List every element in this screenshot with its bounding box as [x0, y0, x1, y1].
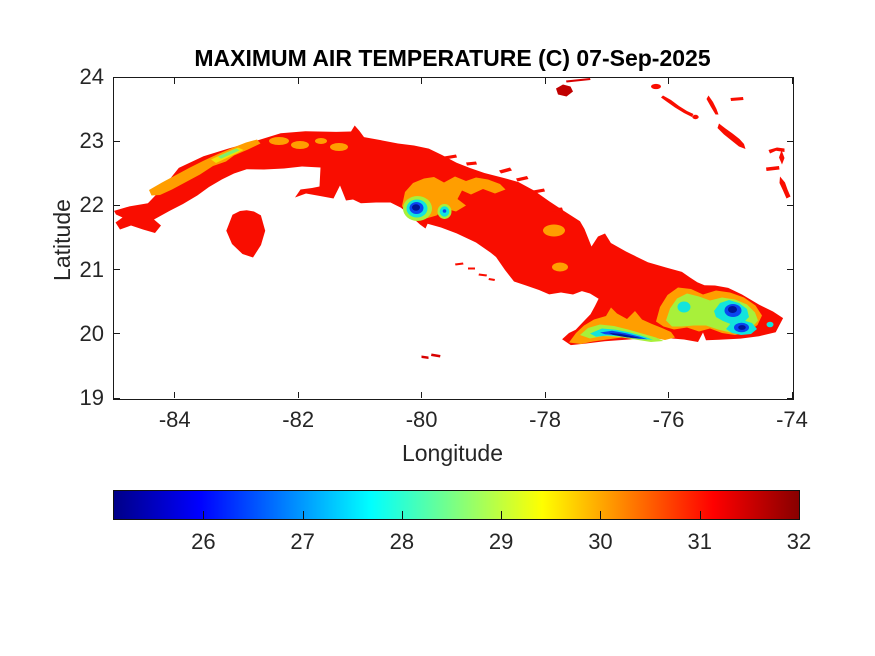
crooked-island-leg — [779, 150, 785, 165]
colorbar-tick-mark — [799, 511, 800, 519]
y-tick-mark-right — [787, 204, 793, 206]
matanzas-orange-patch — [330, 143, 348, 151]
colorbar-tick-label: 30 — [588, 529, 613, 554]
x-tick-label: -80 — [405, 407, 438, 432]
long-island-north — [706, 95, 719, 115]
x-tick-label: -74 — [776, 407, 808, 432]
jardines-cay-3 — [478, 273, 487, 277]
x-tick-mark-bottom — [421, 392, 423, 398]
north-cay-5 — [533, 188, 545, 194]
y-tick-label: 20 — [79, 320, 104, 346]
najasa-orange-patch — [543, 224, 565, 237]
figure-title: MAXIMUM AIR TEMPERATURE (C) 07-Sep-2025 — [194, 45, 711, 71]
y-tick-mark-right — [787, 397, 793, 399]
cayman-brac — [431, 353, 441, 358]
baracoa-navy-south — [738, 325, 746, 330]
y-tick-label: 21 — [79, 256, 104, 282]
x-tick-label: -78 — [529, 407, 561, 432]
isla-de-la-juventud — [226, 210, 266, 258]
ragged-island-chain — [661, 95, 694, 117]
colorbar-tick-mark — [302, 511, 304, 519]
acklins-dash — [766, 166, 780, 171]
crooked-island — [768, 147, 785, 154]
jardines-cay-2 — [468, 267, 475, 270]
x-tick-mark-bottom — [544, 392, 546, 398]
colorbar-tick-label: 32 — [786, 529, 812, 554]
baracoa-cyan-west — [677, 301, 691, 313]
x-tick-label: -84 — [158, 407, 191, 432]
colorbar-tick-label: 27 — [290, 529, 315, 554]
x-tick-mark-top — [668, 78, 670, 84]
x-tick-mark-top — [544, 78, 546, 84]
x-tick-mark-top — [174, 78, 176, 84]
colorbar-tick-label: 26 — [191, 529, 216, 554]
cuba-main-island — [114, 125, 784, 346]
pinar-green-core — [218, 148, 240, 159]
colorbar-tick-mark — [203, 511, 205, 519]
x-tick-mark-bottom — [791, 392, 793, 398]
x-tick-label: -76 — [652, 407, 685, 432]
x-tick-label: -82 — [282, 407, 315, 432]
y-tick-mark-right — [787, 269, 793, 271]
y-tick-mark-right — [787, 333, 793, 335]
x-tick-mark-bottom — [297, 392, 299, 398]
little-cayman — [421, 355, 429, 359]
havana-orange-patch-3 — [315, 138, 327, 144]
x-axis-label: Longitude — [401, 440, 504, 466]
jardines-cay-4 — [488, 278, 495, 281]
y-tick-mark-left — [114, 76, 120, 78]
top-edge-cay — [566, 78, 591, 83]
y-tick-label: 23 — [79, 128, 104, 154]
x-tick-mark-top — [297, 78, 299, 84]
y-tick-mark-left — [114, 333, 120, 335]
colorbar-tick-mark — [600, 511, 602, 519]
colorbar-tick-mark — [401, 511, 403, 519]
y-tick-label: 22 — [79, 192, 104, 218]
najasa-orange-patch-2 — [552, 262, 568, 272]
y-tick-label: 24 — [79, 64, 104, 89]
y-tick-mark-left — [114, 140, 120, 142]
acklins-island — [779, 176, 791, 199]
y-tick-label: 19 — [79, 385, 104, 410]
escambray-east-blue-dot — [442, 209, 447, 213]
andros-cay — [556, 84, 573, 97]
x-tick-mark-top — [791, 78, 793, 84]
havana-orange-patch-2 — [291, 141, 309, 149]
plot-area — [113, 77, 794, 400]
north-cay-3 — [499, 167, 512, 174]
y-axis-label: Latitude — [49, 199, 75, 281]
baracoa-navy-north — [728, 306, 737, 313]
havana-orange-patch-1 — [269, 137, 289, 145]
north-cay-7 — [565, 221, 577, 225]
colorbar-tick-label: 31 — [687, 529, 712, 554]
north-cay-6 — [551, 207, 563, 212]
sierra-maestra-navy — [609, 332, 642, 339]
y-tick-mark-left — [114, 269, 120, 271]
colorbar-tick-label: 29 — [488, 529, 514, 554]
y-tick-mark-left — [114, 397, 120, 399]
cuba-temperature-map — [114, 78, 791, 359]
north-cay-1 — [444, 154, 457, 160]
north-cay-4 — [516, 176, 529, 182]
x-tick-mark-top — [421, 78, 423, 84]
colorbar — [113, 490, 800, 520]
small-cay — [651, 83, 661, 90]
jardines-cay-1 — [455, 262, 464, 266]
y-tick-mark-right — [787, 140, 793, 142]
x-tick-mark-bottom — [174, 392, 176, 398]
escambray-core-navy — [412, 204, 420, 211]
colorbar-tick-mark — [699, 511, 701, 519]
y-tick-mark-right — [787, 76, 793, 78]
colorbar-tick-mark — [501, 511, 503, 519]
long-island-south — [717, 123, 746, 149]
north-cay-2 — [466, 161, 477, 166]
exuma-dash — [730, 97, 744, 101]
colorbar-tick-label: 28 — [389, 529, 415, 554]
y-tick-mark-left — [114, 204, 120, 206]
maisi-cyan-speck — [766, 321, 774, 328]
x-tick-mark-bottom — [668, 392, 670, 398]
ragged-island-dot — [692, 114, 699, 120]
